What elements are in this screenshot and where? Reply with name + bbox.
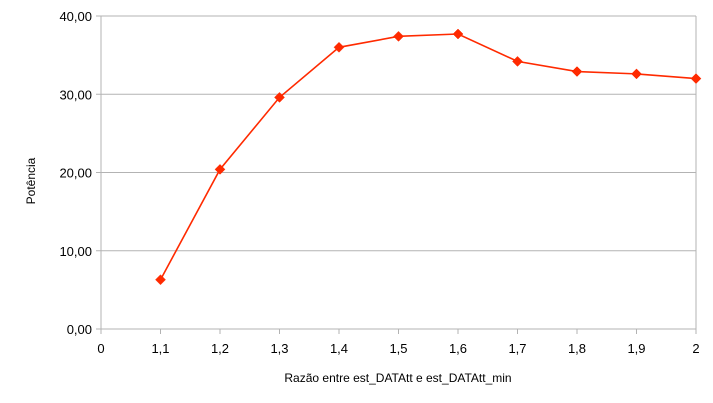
- axes: [96, 15, 697, 334]
- x-tick-label: 2: [692, 341, 699, 356]
- data-point-5: [452, 28, 464, 40]
- x-tick-label: 0: [97, 341, 104, 356]
- x-tick-label: 1,3: [270, 341, 288, 356]
- gridlines: [101, 15, 696, 330]
- y-tick-label: 0,00: [67, 322, 92, 337]
- series-line-0: [159, 33, 697, 281]
- x-tick-label: 1,4: [330, 341, 348, 356]
- x-axis-label: Razão entre est_DATAtt e est_DATAtt_min: [284, 371, 511, 385]
- data-point-6: [512, 56, 523, 67]
- x-tick-label: 1,9: [627, 341, 645, 356]
- data-point-4: [393, 30, 404, 42]
- data-point-1: [214, 164, 226, 175]
- data-point-0: [155, 274, 166, 286]
- x-tick-label: 1,5: [389, 341, 407, 356]
- x-tick-label: 1,6: [449, 341, 467, 356]
- x-tick-labels: 0 1,1 1,2 1,3 1,4 1,5 1,6 1,7 1,8 1,9 2: [97, 341, 699, 356]
- data-point-3: [333, 41, 345, 53]
- data-point-7: [571, 66, 583, 77]
- y-tick-label: 10,00: [59, 244, 92, 259]
- x-tick-label: 1,8: [568, 341, 586, 356]
- x-tick-label: 1,1: [151, 341, 169, 356]
- data-point-2: [274, 92, 285, 103]
- data-point-8: [631, 68, 642, 80]
- y-tick-labels: 0,00 10,00 20,00 30,00 40,00: [59, 9, 92, 337]
- y-tick-label: 30,00: [59, 87, 92, 102]
- x-tick-label: 1,2: [211, 341, 229, 356]
- x-tick-label: 1,7: [508, 341, 526, 356]
- series-group: [155, 28, 702, 286]
- data-point-9: [690, 73, 702, 84]
- y-axis-label: Potência: [24, 157, 38, 204]
- y-tick-label: 20,00: [59, 166, 92, 181]
- y-tick-label: 40,00: [59, 9, 92, 24]
